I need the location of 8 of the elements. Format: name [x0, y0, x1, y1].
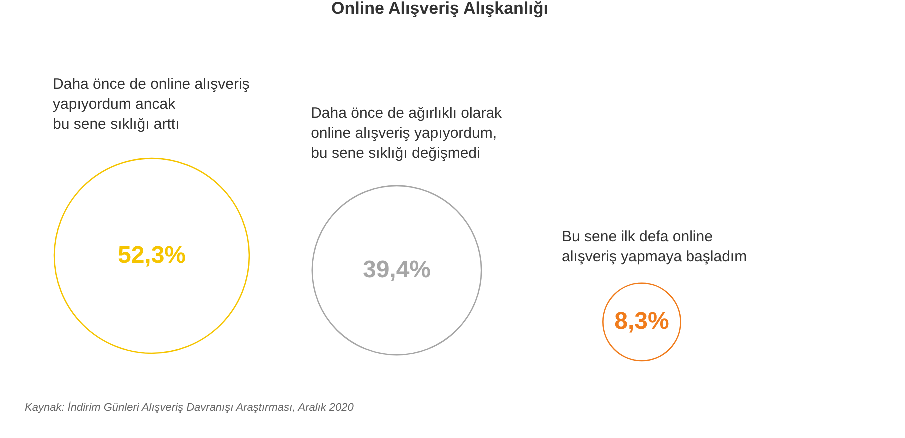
category-label: Daha önce de ağırlıklı olarak online alışveriş yapıyordum, bu sene sıklığı değişmedi: [311, 105, 503, 162]
text: Online Alışveriş Alışkanlığı: [332, 0, 548, 18]
data-label: 8,3%: [614, 308, 670, 336]
category-label: Bu sene ilk defa online alışveriş yapmaya başladım: [562, 228, 748, 266]
data-label: 39,4%: [362, 256, 432, 284]
category-label: Daha önce de online alışveriş yapıyordum ancak bu sene sıklığı arttı: [53, 76, 250, 134]
text: Kaynak: İndirim Günleri Alışveriş Davranışı Araştırması, Aralık 2020: [25, 401, 355, 414]
data-label: 52,3%: [118, 242, 186, 270]
